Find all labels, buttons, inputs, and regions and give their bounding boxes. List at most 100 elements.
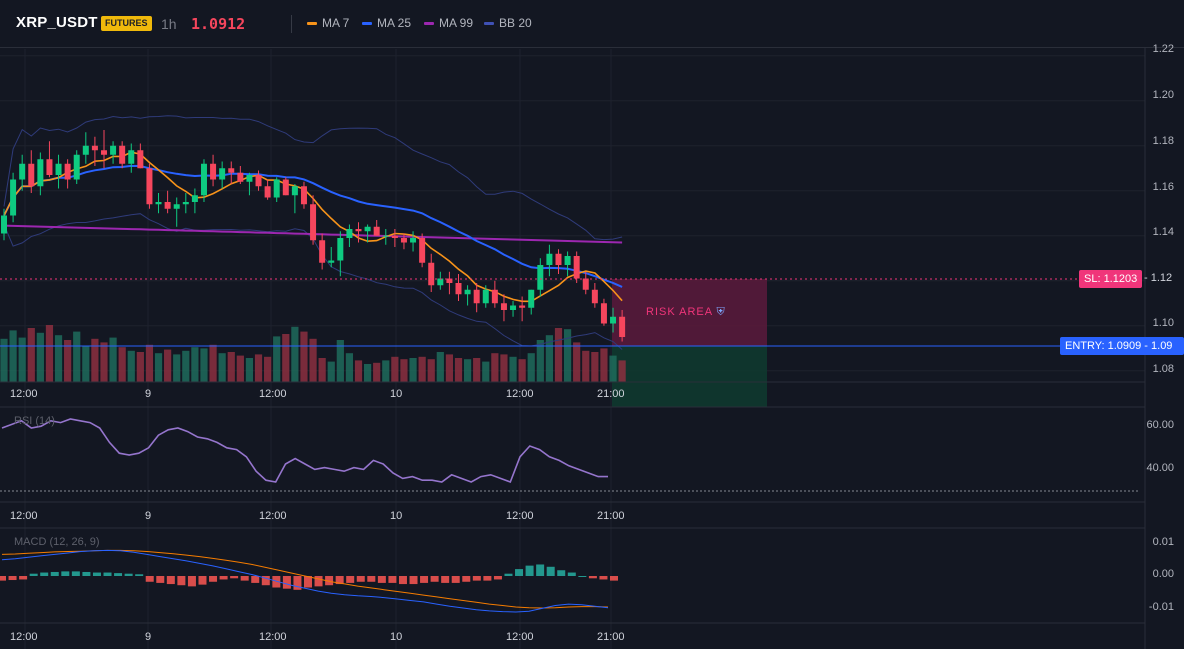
macd-histogram-bar: [156, 576, 165, 583]
reward-area-box[interactable]: [612, 346, 767, 407]
legend-ma25-label: MA 25: [377, 16, 412, 30]
candle-body: [337, 238, 344, 261]
risk-area-text: RISK AREA: [646, 306, 713, 318]
candle-body: [555, 253, 562, 265]
macd-histogram-bar: [472, 576, 481, 581]
macd-histogram-bar: [50, 571, 59, 576]
risk-area-label: RISK AREA ⛨: [646, 306, 726, 319]
macd-histogram-bar: [19, 576, 28, 580]
symbol-label[interactable]: XRP_USDT: [16, 14, 98, 31]
time-tick: 9: [145, 510, 152, 522]
legend-ma25[interactable]: MA 25: [362, 16, 411, 30]
volume-bar: [400, 359, 408, 382]
volume-bar: [236, 355, 244, 382]
macd-histogram-bar: [451, 576, 460, 583]
price-levels[interactable]: [0, 278, 1145, 347]
candle-body: [610, 316, 617, 324]
volume-bar: [136, 352, 144, 382]
volume-bar: [336, 340, 344, 382]
macd-histogram-bar: [187, 576, 196, 587]
volume-bar: [518, 359, 526, 382]
macd-histogram-bar: [166, 576, 175, 585]
candlesticks: [1, 130, 626, 342]
ma25-swatch: [362, 22, 372, 26]
risk-area-box[interactable]: [612, 279, 767, 346]
volume-bar: [463, 359, 472, 382]
bb20-swatch: [484, 22, 494, 26]
timeframe-selector[interactable]: 1h: [161, 16, 177, 32]
candle-body: [428, 262, 435, 286]
price-tick: 1.22: [1152, 43, 1174, 55]
macd-histogram-bar: [177, 576, 186, 586]
macd-histogram-bar: [493, 576, 502, 580]
time-tick: 10: [390, 510, 403, 522]
legend-ma99-label: MA 99: [439, 16, 474, 30]
volume-bar: [9, 330, 17, 382]
entry-price-pill[interactable]: ENTRY: 1.0909 - 1.09: [1060, 337, 1184, 355]
candle-body: [291, 186, 298, 196]
macd-histogram-bar: [567, 572, 576, 576]
candle-body: [228, 168, 235, 173]
candle-body: [600, 303, 607, 324]
entry-level-text: 1.09: [1151, 340, 1173, 352]
candle-body: [100, 150, 107, 155]
macd-histogram-bar: [377, 576, 386, 583]
candle-body: [28, 163, 35, 187]
bb-upper-line: [3, 115, 623, 241]
candle-body: [482, 289, 489, 304]
candle-body: [1, 215, 7, 234]
candle-body: [91, 145, 98, 151]
legend-ma99[interactable]: MA 99: [424, 16, 473, 30]
volume-bar: [73, 331, 81, 382]
time-tick: 21:00: [597, 631, 625, 643]
volume-bar: [364, 364, 372, 382]
candle-body: [210, 163, 217, 180]
sl-label: SL: 1.1203: [1084, 273, 1138, 285]
macd-histogram-bar: [61, 571, 70, 576]
legend-ma7[interactable]: MA 7: [307, 16, 349, 30]
candle-body: [55, 163, 62, 175]
time-tick: 12:00: [10, 388, 38, 400]
macd-histogram-bar: [420, 576, 429, 583]
volume-bar: [618, 360, 626, 382]
candle-body: [46, 159, 53, 175]
candle-body: [591, 289, 598, 304]
volume-bar: [309, 338, 317, 382]
volume-bar: [291, 326, 299, 382]
candle-body: [355, 229, 362, 232]
volume-bar: [227, 352, 235, 382]
candle-body: [37, 159, 44, 187]
volume-bar: [36, 332, 44, 382]
risk-reward-tool[interactable]: [612, 279, 767, 407]
chart-canvas[interactable]: [0, 48, 1184, 649]
sl-price-pill[interactable]: SL: 1.1203: [1079, 270, 1143, 288]
ma99-swatch: [424, 22, 434, 26]
macd-histogram-bar: [230, 576, 239, 579]
macd-histogram-bar: [557, 570, 566, 576]
candle-body: [164, 202, 171, 209]
macd-histogram-bar: [92, 572, 101, 576]
header-divider: [291, 15, 292, 33]
macd-histogram-bar: [304, 576, 312, 588]
candle-body: [455, 283, 462, 295]
macd-tick: -0.01: [1148, 601, 1174, 613]
volume-bar: [536, 340, 544, 382]
candle-body: [73, 154, 80, 180]
volume-bar: [491, 353, 499, 382]
candle-body: [437, 278, 444, 286]
volume-bar: [218, 353, 226, 382]
macd-histogram-bar: [515, 569, 524, 576]
candle-body: [191, 195, 198, 202]
rsi-line: [1, 418, 608, 484]
legend-bb20[interactable]: BB 20: [484, 16, 532, 30]
volume-bars: [0, 325, 626, 382]
macd-histogram-bar: [0, 576, 6, 581]
volume-bar: [482, 361, 490, 382]
rsi-title: RSI (14): [14, 415, 55, 427]
volume-bar: [382, 360, 390, 382]
volume-bar: [182, 350, 190, 382]
candle-body: [10, 179, 17, 216]
candle-body: [364, 226, 371, 232]
price-tick: 1.14: [1152, 226, 1174, 238]
candle-body: [264, 186, 271, 198]
